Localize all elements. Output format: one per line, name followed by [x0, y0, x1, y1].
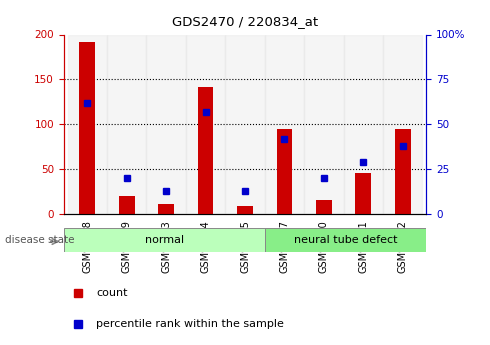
- Bar: [237, 206, 253, 214]
- Bar: [225, 34, 265, 214]
- Bar: [316, 199, 332, 214]
- Text: disease state: disease state: [5, 235, 74, 245]
- Text: GDS2470 / 220834_at: GDS2470 / 220834_at: [172, 16, 318, 29]
- Bar: [197, 87, 214, 214]
- Bar: [158, 204, 174, 214]
- Text: normal: normal: [145, 235, 184, 245]
- Text: percentile rank within the sample: percentile rank within the sample: [97, 319, 284, 329]
- Bar: [395, 129, 411, 214]
- Bar: [107, 34, 147, 214]
- Bar: [265, 228, 426, 252]
- Bar: [355, 172, 371, 214]
- Bar: [186, 34, 225, 214]
- Bar: [343, 34, 383, 214]
- Text: count: count: [97, 288, 128, 298]
- Bar: [68, 34, 107, 214]
- Bar: [383, 34, 422, 214]
- Bar: [119, 196, 135, 214]
- Bar: [265, 34, 304, 214]
- Bar: [304, 34, 343, 214]
- Text: neural tube defect: neural tube defect: [294, 235, 397, 245]
- Bar: [147, 34, 186, 214]
- Bar: [276, 129, 293, 214]
- Bar: [79, 42, 95, 214]
- Bar: [64, 228, 265, 252]
